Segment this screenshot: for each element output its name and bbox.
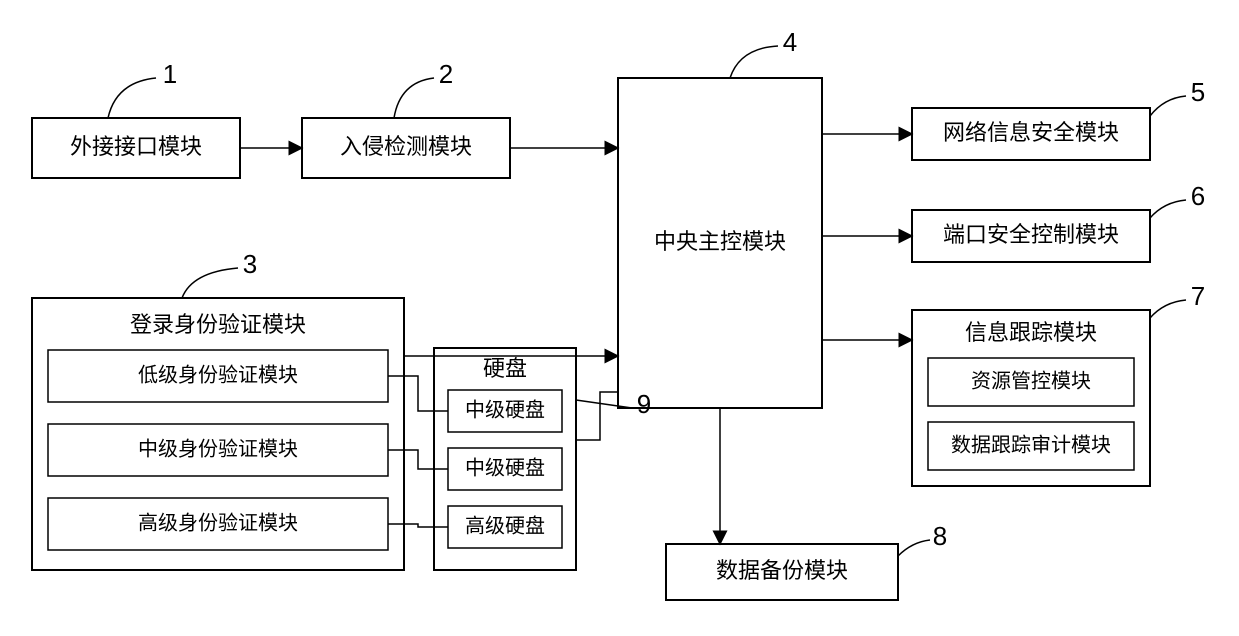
label-b6: 端口安全控制模块 [943, 222, 1119, 247]
callout-n2: 2 [439, 59, 453, 89]
label-b9: 硬盘 [483, 356, 527, 381]
label-b1: 外接接口模块 [70, 134, 202, 159]
callout-n6: 6 [1191, 181, 1205, 211]
label-b3b: 中级身份验证模块 [138, 437, 298, 460]
callout-n3: 3 [243, 249, 257, 279]
callout-n8: 8 [933, 521, 947, 551]
label-b3c: 高级身份验证模块 [138, 511, 298, 534]
label-b9a: 中级硬盘 [465, 398, 545, 421]
diagram-canvas: 登录身份验证模块硬盘 信息跟踪模块 中央主控模块 外接接口模块 入侵检测模块 网络信息安全… [0, 0, 1239, 636]
l-7 [1150, 300, 1186, 318]
callout-n1: 1 [163, 59, 177, 89]
l-6 [1150, 200, 1186, 218]
l-8 [898, 540, 930, 556]
callout-n5: 5 [1191, 77, 1205, 107]
label-b9b: 中级硬盘 [465, 456, 545, 479]
label-b5: 网络信息安全模块 [943, 120, 1119, 145]
label-b7b: 数据跟踪审计模块 [951, 433, 1111, 456]
callout-n7: 7 [1191, 281, 1205, 311]
l-1 [108, 78, 156, 118]
l-2 [394, 78, 434, 118]
label-b7: 信息跟踪模块 [965, 320, 1097, 345]
label-b8: 数据备份模块 [716, 558, 848, 583]
l-5 [1150, 96, 1186, 116]
label-b7a: 资源管控模块 [971, 369, 1091, 392]
label-b3a: 低级身份验证模块 [138, 363, 298, 386]
label-b3: 登录身份验证模块 [130, 312, 306, 337]
label-b2: 入侵检测模块 [340, 134, 472, 159]
callout-n4: 4 [783, 27, 797, 57]
ll-9-4 [576, 392, 618, 440]
label-b4: 中央主控模块 [654, 229, 786, 254]
callout-n9: 9 [637, 389, 651, 419]
l-3 [182, 268, 238, 298]
label-b9c: 高级硬盘 [465, 514, 545, 537]
l-4 [730, 46, 778, 78]
